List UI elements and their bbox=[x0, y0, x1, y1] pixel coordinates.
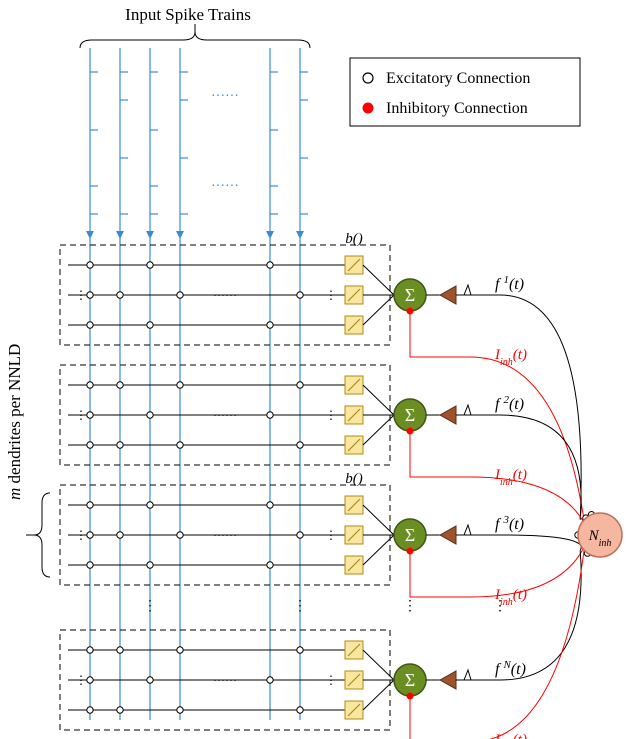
sum-sigma: Σ bbox=[405, 405, 415, 425]
sum-inhibitory-port bbox=[407, 548, 414, 555]
output-label: f 2(t) bbox=[495, 394, 524, 413]
sum-sigma: Σ bbox=[405, 670, 415, 690]
synapse-excitatory bbox=[87, 707, 93, 713]
legend-label: Excitatory Connection bbox=[386, 70, 530, 87]
spike-ellipsis: ······ bbox=[211, 89, 239, 104]
synapse-excitatory bbox=[117, 532, 123, 538]
synapse-excitatory bbox=[117, 707, 123, 713]
synapse-excitatory bbox=[147, 502, 153, 508]
synapse-excitatory bbox=[267, 412, 273, 418]
synapse-excitatory bbox=[87, 262, 93, 268]
sum-inhibitory-port bbox=[407, 308, 414, 315]
synapse-excitatory bbox=[297, 442, 303, 448]
synapse-excitatory bbox=[147, 677, 153, 683]
synapse-excitatory bbox=[177, 532, 183, 538]
synapse-excitatory bbox=[117, 442, 123, 448]
synapse-excitatory bbox=[117, 382, 123, 388]
synapse-excitatory bbox=[87, 322, 93, 328]
module-ellipsis: ⋮ bbox=[403, 599, 417, 614]
sum-sigma: Σ bbox=[405, 525, 415, 545]
synapse-excitatory bbox=[297, 707, 303, 713]
synapse-excitatory bbox=[87, 412, 93, 418]
side-label: m dendrites per NNLD bbox=[5, 344, 24, 500]
synapse-excitatory bbox=[267, 562, 273, 568]
synapse-excitatory bbox=[177, 292, 183, 298]
synapse-excitatory bbox=[177, 707, 183, 713]
synapse-excitatory bbox=[117, 292, 123, 298]
module-ellipsis: ⋮ bbox=[293, 599, 307, 614]
synapse-excitatory bbox=[177, 647, 183, 653]
synapse-excitatory bbox=[147, 562, 153, 568]
sum-inhibitory-port bbox=[407, 428, 414, 435]
synapse-excitatory bbox=[297, 382, 303, 388]
synapse-excitatory bbox=[147, 322, 153, 328]
legend-marker-inhibitory bbox=[363, 103, 373, 113]
synapse-excitatory bbox=[87, 562, 93, 568]
synapse-excitatory bbox=[267, 502, 273, 508]
legend-label: Inhibitory Connection bbox=[386, 100, 528, 117]
synapse-excitatory bbox=[87, 292, 93, 298]
spike-ellipsis: ······ bbox=[211, 179, 239, 194]
synapse-excitatory bbox=[267, 322, 273, 328]
ninh-node bbox=[578, 513, 622, 557]
sum-inhibitory-port bbox=[407, 693, 414, 700]
output-label: f 1(t) bbox=[495, 274, 524, 293]
synapse-excitatory bbox=[147, 412, 153, 418]
synapse-excitatory bbox=[297, 532, 303, 538]
synapse-excitatory bbox=[177, 442, 183, 448]
side-label-group: m dendrites per NNLD bbox=[5, 344, 24, 500]
synapse-excitatory bbox=[87, 382, 93, 388]
title: Input Spike Trains bbox=[125, 5, 251, 24]
synapse-excitatory bbox=[297, 292, 303, 298]
b-label: b() bbox=[345, 471, 363, 487]
synapse-excitatory bbox=[87, 647, 93, 653]
synapse-excitatory bbox=[87, 677, 93, 683]
background bbox=[0, 0, 640, 739]
synapse-excitatory bbox=[117, 647, 123, 653]
synapse-excitatory bbox=[297, 647, 303, 653]
sum-sigma: Σ bbox=[405, 285, 415, 305]
synapse-excitatory bbox=[267, 262, 273, 268]
synapse-excitatory bbox=[267, 677, 273, 683]
output-label: f 3(t) bbox=[495, 514, 524, 533]
synapse-excitatory bbox=[87, 502, 93, 508]
output-label: f N(t) bbox=[495, 659, 526, 678]
synapse-excitatory bbox=[177, 382, 183, 388]
synapse-excitatory bbox=[87, 532, 93, 538]
module-ellipsis: ⋮ bbox=[143, 599, 157, 614]
synapse-excitatory bbox=[147, 262, 153, 268]
module-ellipsis: ⋮ bbox=[493, 599, 507, 614]
synapse-excitatory bbox=[87, 442, 93, 448]
b-label: b() bbox=[345, 231, 363, 247]
